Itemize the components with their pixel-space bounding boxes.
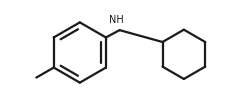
Text: NH: NH (110, 15, 124, 25)
